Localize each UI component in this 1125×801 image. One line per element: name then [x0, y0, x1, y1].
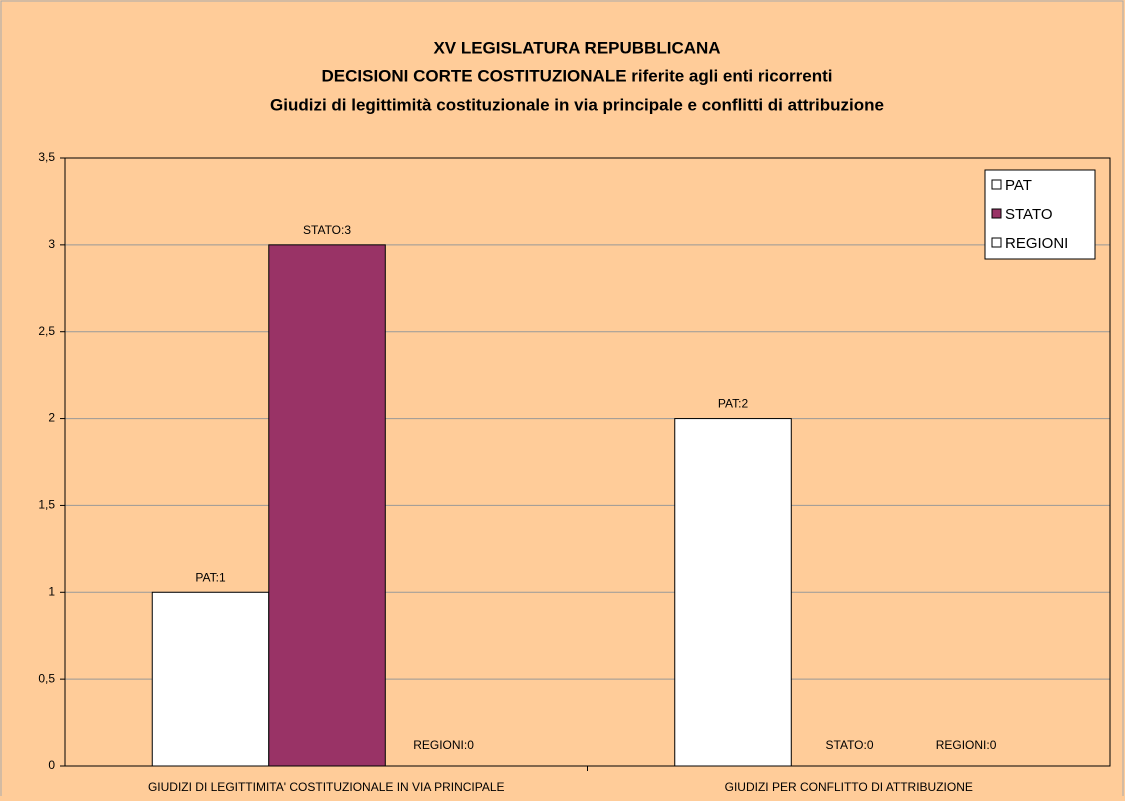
value-label: REGIONI:0	[936, 738, 997, 752]
legend-swatch	[991, 208, 1002, 219]
legend-label: PAT	[1005, 177, 1032, 194]
chart-title: XV LEGISLATURA REPUBBLICANA	[433, 38, 720, 57]
value-label: STATO:3	[303, 223, 351, 237]
value-label: PAT:1	[195, 570, 226, 584]
legend-label: REGIONI	[1005, 235, 1068, 252]
value-label: PAT:2	[718, 397, 749, 411]
y-tick-label: 2,5	[38, 324, 55, 338]
legend-swatch	[991, 179, 1002, 190]
bar	[268, 244, 386, 767]
y-tick-label: 3,5	[38, 150, 55, 164]
y-tick-label: 0,5	[38, 671, 55, 685]
y-tick-label: 0	[48, 758, 55, 772]
y-tick-label: 2	[48, 411, 55, 425]
x-tick-label: GIUDIZI DI LEGITTIMITA' COSTITUZIONALE I…	[148, 780, 505, 794]
chart-title: DECISIONI CORTE COSTITUZIONALE riferite …	[321, 66, 832, 85]
x-tick-label: GIUDIZI PER CONFLITTO DI ATTRIBUZIONE	[725, 780, 973, 794]
bar	[151, 591, 270, 767]
value-label: REGIONI:0	[413, 738, 474, 752]
value-label: STATO:0	[826, 738, 874, 752]
legend-label: STATO	[1005, 206, 1053, 223]
chart-title: Giudizi di legittimità costituzionale in…	[270, 95, 884, 114]
legend-box	[984, 169, 1096, 260]
bar	[674, 418, 792, 767]
legend-swatch	[991, 237, 1002, 248]
y-tick-label: 1,5	[38, 498, 55, 512]
y-tick-label: 1	[48, 584, 55, 598]
y-tick-label: 3	[48, 237, 55, 251]
